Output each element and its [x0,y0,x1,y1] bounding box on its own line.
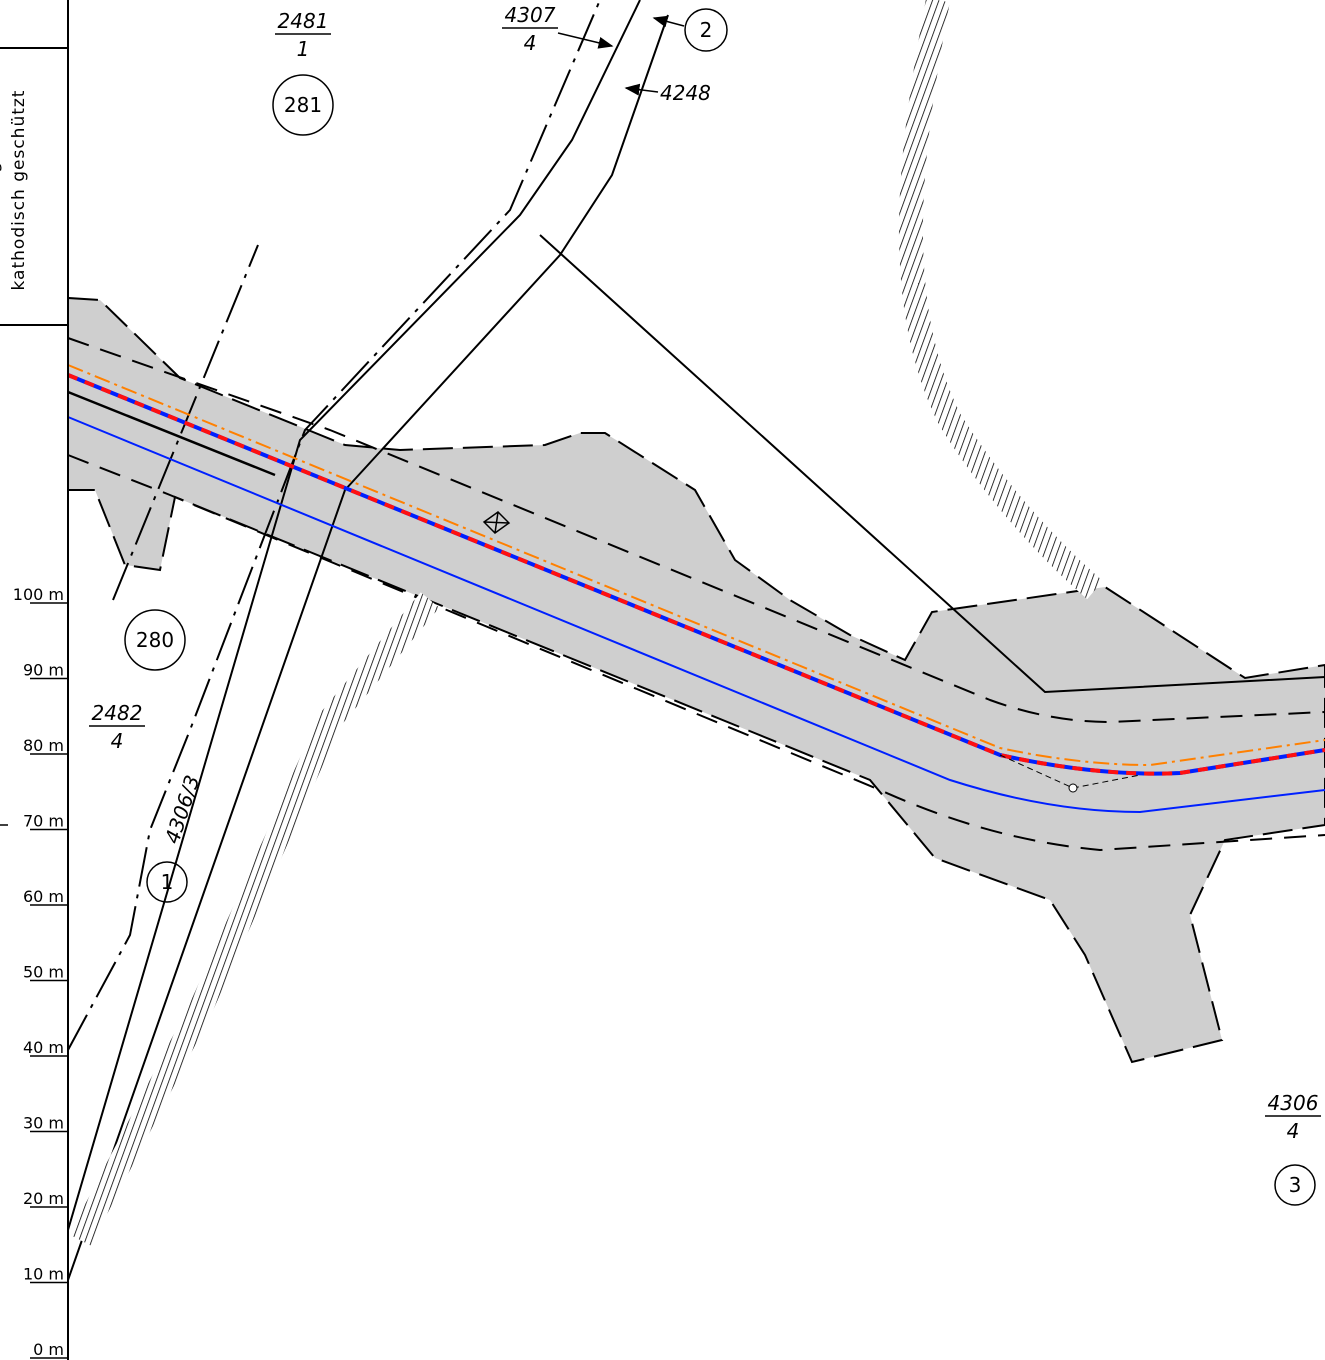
point [1068,783,1078,793]
dashed-edge [67,454,1325,852]
parcel-sub: 4 [1287,1119,1300,1143]
marker-circle [124,609,186,671]
scale-label: 90 m [23,661,64,680]
parcel-sub: 4 [524,31,537,55]
marker-label: 2 [700,18,713,42]
scale-label: 50 m [23,963,64,982]
note-text: kathodisch geschützt [9,90,29,291]
scale-label: 100 m [13,585,64,604]
marker-label: 281 [284,93,322,117]
note-text: Die Leitung ist [0,131,3,269]
scale-label: 30 m [23,1114,64,1133]
leader-arrow [652,15,685,28]
marker-circle [146,861,188,903]
leader-arrow [557,32,614,49]
parcel-sub: 4 [111,729,124,753]
dashed-edge [67,337,1325,724]
hatched-slope [898,0,1103,600]
scale-label: 40 m [23,1038,64,1057]
leader-arrow [624,83,659,96]
pipe-axis [67,416,1325,814]
marker-circle [1274,1164,1316,1206]
road-edge [67,0,641,1231]
fence-line [539,234,1325,694]
pipe-new [67,373,1325,776]
valve-symbol [482,511,511,534]
marker-circle [684,8,728,52]
marker-label: 1 [161,870,174,894]
marker-label: 3 [1289,1173,1302,1197]
parcel-sub: 1 [297,37,310,61]
scale-label: 70 m [23,812,64,831]
old-pipe [67,390,276,477]
pipe-label: 4248 [660,81,711,105]
marker-label: 280 [136,628,174,652]
hatched-slope [69,592,440,1246]
dash-dot-line [67,0,601,1051]
parcel-number: 4307 [505,3,556,27]
scale-label: 60 m [23,887,64,906]
parcel-number: 2482 [92,701,143,725]
scale-label: 10 m [23,1265,64,1284]
parcel-number: 4306 [1268,1091,1319,1115]
work-area [67,296,1325,1064]
pipe-axis-orange [67,364,1325,767]
marker-circle [272,74,334,136]
road-edge [67,14,669,1281]
scale-label: 80 m [23,736,64,755]
scale-label: 20 m [23,1189,64,1208]
parcel-label: 4306/3 [160,772,205,846]
parcel-number: 2481 [278,9,329,33]
note-box [0,0,69,326]
scale-label: 0 m [33,1340,64,1359]
